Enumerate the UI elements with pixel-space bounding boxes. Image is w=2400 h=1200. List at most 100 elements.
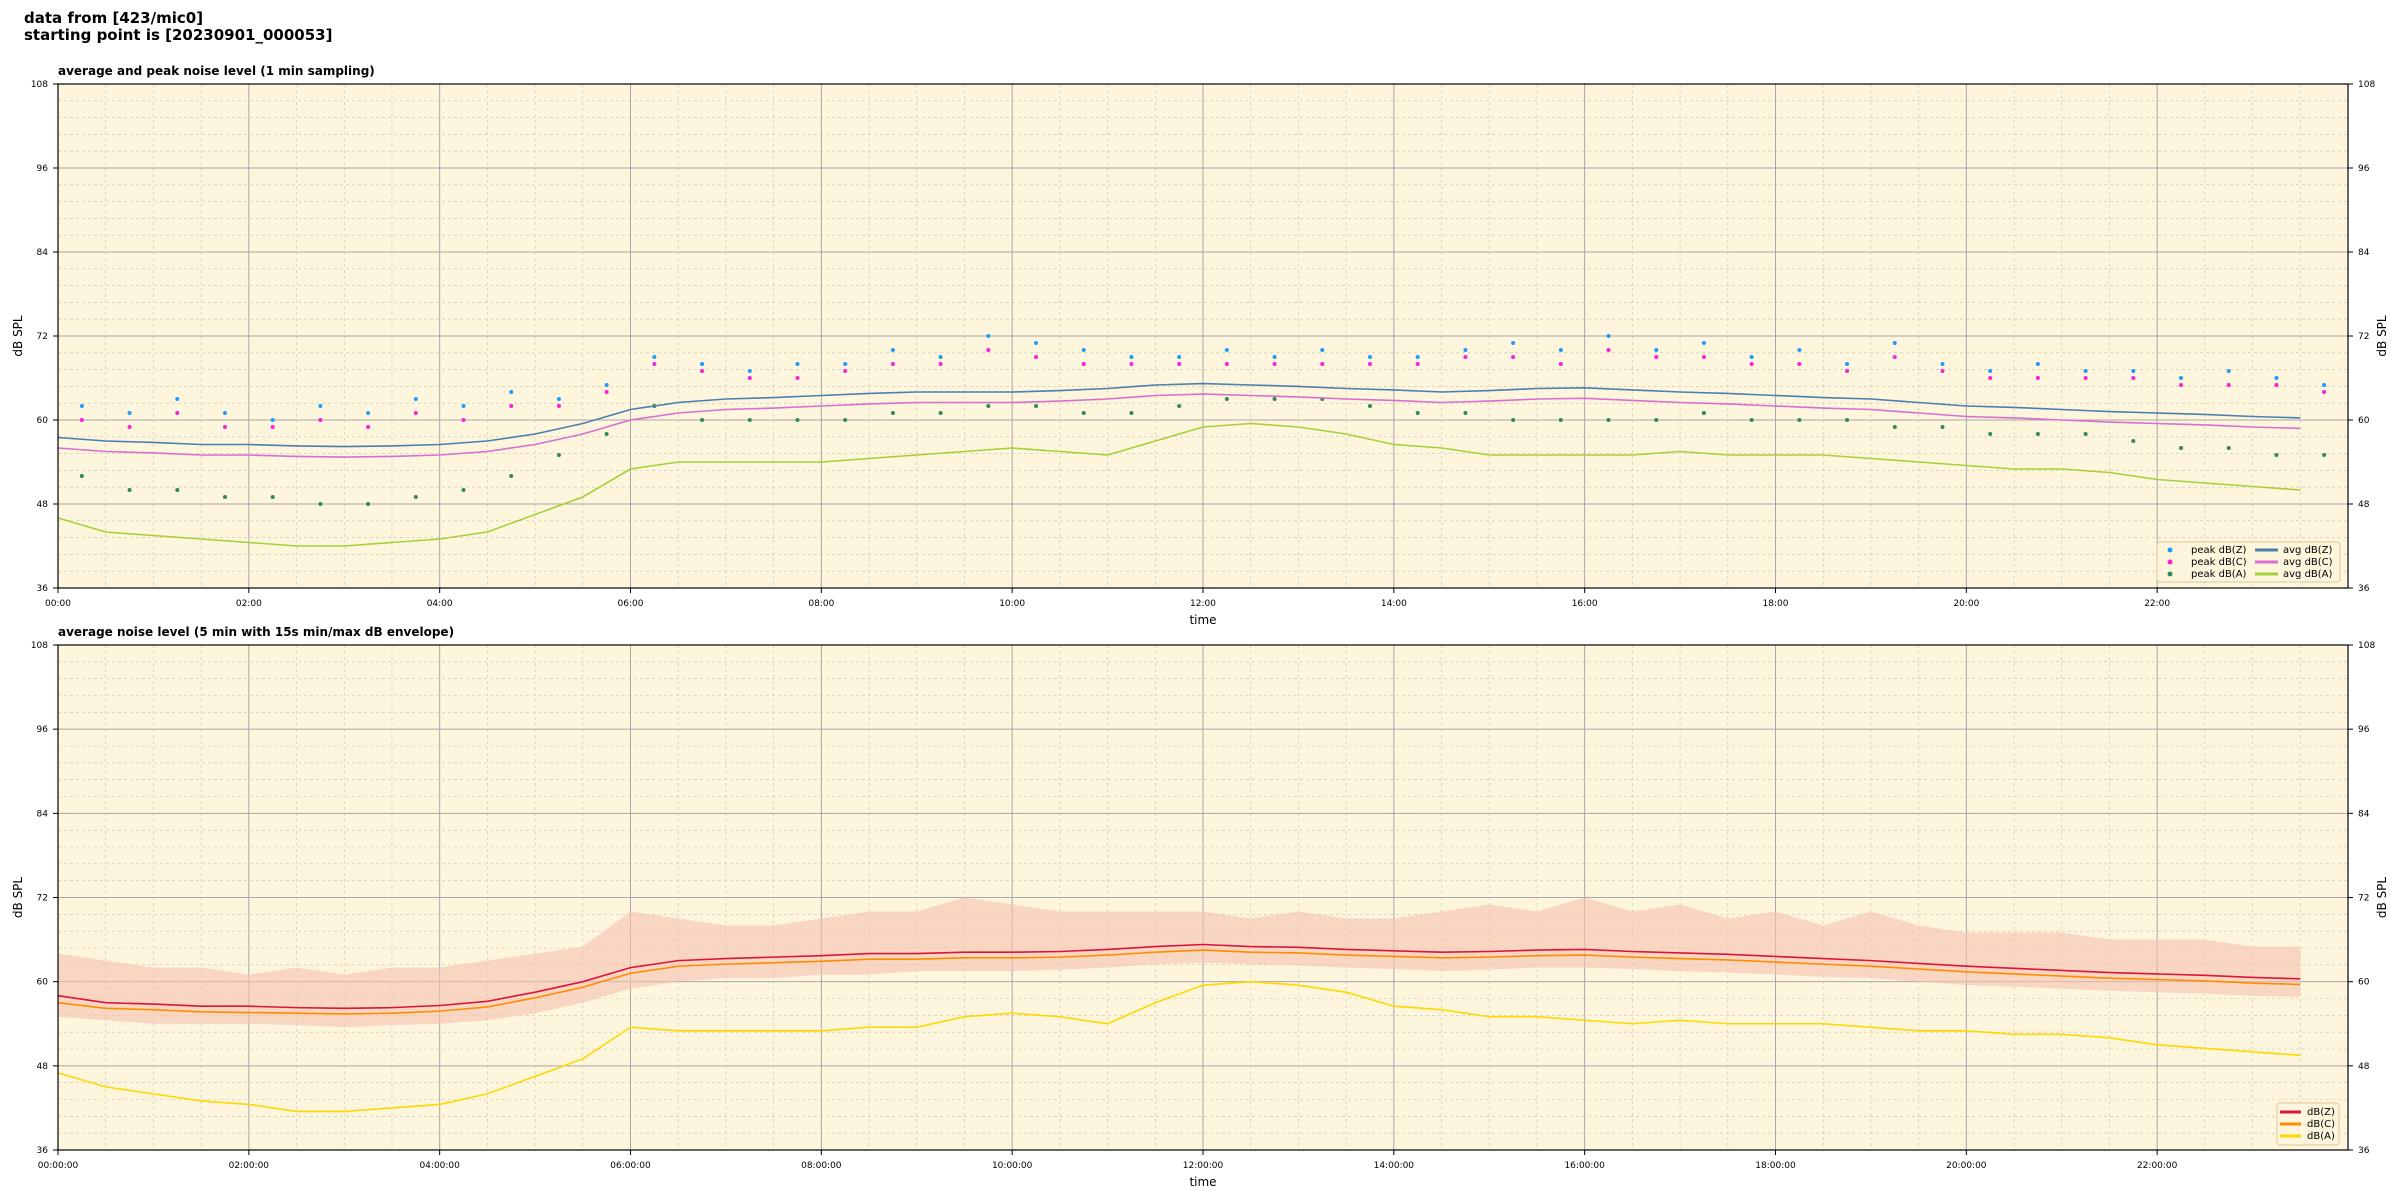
peak-point [318,502,323,506]
peak-point [1701,355,1706,359]
x-tick-label: 08:00:00 [801,1161,842,1171]
x-tick-label: 10:00:00 [992,1161,1033,1171]
y-tick-label: 72 [37,332,48,342]
x-tick-label: 22:00 [2144,599,2170,609]
peak-point [366,502,371,506]
x-axis-label: time [1189,613,1216,627]
peak-point [1606,334,1611,338]
peak-point [1272,355,1277,359]
chart-title: average and peak noise level (1 min samp… [58,64,375,78]
peak-point [795,418,800,422]
y-tick-label-right: 36 [2358,584,2370,594]
x-tick-label: 18:00 [1763,599,1789,609]
y-tick-label-right: 96 [2358,725,2370,735]
peak-point [2083,432,2088,436]
peak-point [1701,411,1706,415]
peak-point [1129,411,1134,415]
peak-point [2226,383,2231,387]
peak-point [700,369,705,373]
y-tick-label-right: 108 [2358,80,2375,90]
legend: peak dB(Z)peak dB(C)peak dB(A)avg dB(Z)a… [2156,541,2341,583]
x-tick-label: 04:00:00 [419,1161,460,1171]
peak-point [1797,362,1802,366]
legend: dB(Z)dB(C)dB(A) [2276,1102,2340,1146]
legend-label: dB(C) [2307,1119,2335,1130]
peak-point [938,362,943,366]
peak-point [604,432,609,436]
peak-point [1320,362,1325,366]
peak-point [461,404,466,408]
peak-point [2322,383,2327,387]
legend-marker [2167,571,2173,577]
peak-point [556,397,561,401]
x-tick-label: 22:00:00 [2137,1161,2178,1171]
peak-point [1892,355,1897,359]
peak-point [270,425,275,429]
peak-point [270,495,275,499]
peak-point [556,453,561,457]
x-tick-label: 12:00 [1190,599,1216,609]
peak-point [222,425,227,429]
x-tick-label: 12:00:00 [1183,1161,1224,1171]
peak-point [890,348,895,352]
peak-point [1367,404,1372,408]
peak-point [2035,376,2040,380]
peak-point [2322,390,2327,394]
peak-point [79,418,84,422]
peak-point [79,404,84,408]
peak-point [413,495,418,499]
peak-point [175,488,180,492]
x-tick-label: 02:00 [236,599,262,609]
peak-point [1988,432,1993,436]
peak-point [1034,404,1039,408]
y-tick-label: 96 [37,164,49,174]
x-tick-label: 06:00 [618,599,644,609]
peak-point [843,369,848,373]
x-tick-label: 18:00:00 [1755,1161,1796,1171]
peak-point [1034,355,1039,359]
peak-point [986,334,991,338]
y-tick-label-right: 60 [2358,416,2370,426]
y-tick-label: 96 [37,725,49,735]
peak-point [1129,362,1134,366]
peak-point [1558,362,1563,366]
peak-point [318,418,323,422]
peak-point [1511,355,1516,359]
figure-header: data from [423/mic0] starting point is [… [24,10,332,44]
peak-point [1272,362,1277,366]
peak-point [222,411,227,415]
peak-point [1988,369,1993,373]
peak-point [1415,355,1420,359]
peak-point [1797,418,1802,422]
peak-point [1415,362,1420,366]
y-tick-label-right: 84 [2358,248,2370,258]
x-tick-label: 06:00:00 [610,1161,651,1171]
x-tick-label: 16:00 [1572,599,1598,609]
series-line-4 [57,393,2301,458]
peak-point [2322,453,2327,457]
peak-point [1463,411,1468,415]
y-tick-label-right: 72 [2358,332,2369,342]
peak-point [747,376,752,380]
y-tick-label: 48 [37,1062,49,1072]
peak-point [843,418,848,422]
peak-point [1177,355,1182,359]
y-tick-label-right: 36 [2358,1146,2370,1156]
peak-point [413,411,418,415]
y-tick-label: 48 [37,500,49,510]
peak-point [1129,355,1134,359]
peak-point [1272,397,1277,401]
peak-point [795,376,800,380]
peak-point [127,488,132,492]
peak-point [1892,425,1897,429]
y-tick-label: 108 [31,641,48,651]
peak-point [2226,446,2231,450]
peak-point [795,362,800,366]
y-axis-label: dB SPL [11,877,25,919]
x-tick-label: 14:00 [1381,599,1407,609]
peak-point [413,397,418,401]
peak-point [1845,369,1850,373]
legend-label: peak dB(A) [2191,569,2247,580]
y-tick-label-right: 48 [2358,1062,2370,1072]
legend-label: avg dB(A) [2283,569,2333,580]
